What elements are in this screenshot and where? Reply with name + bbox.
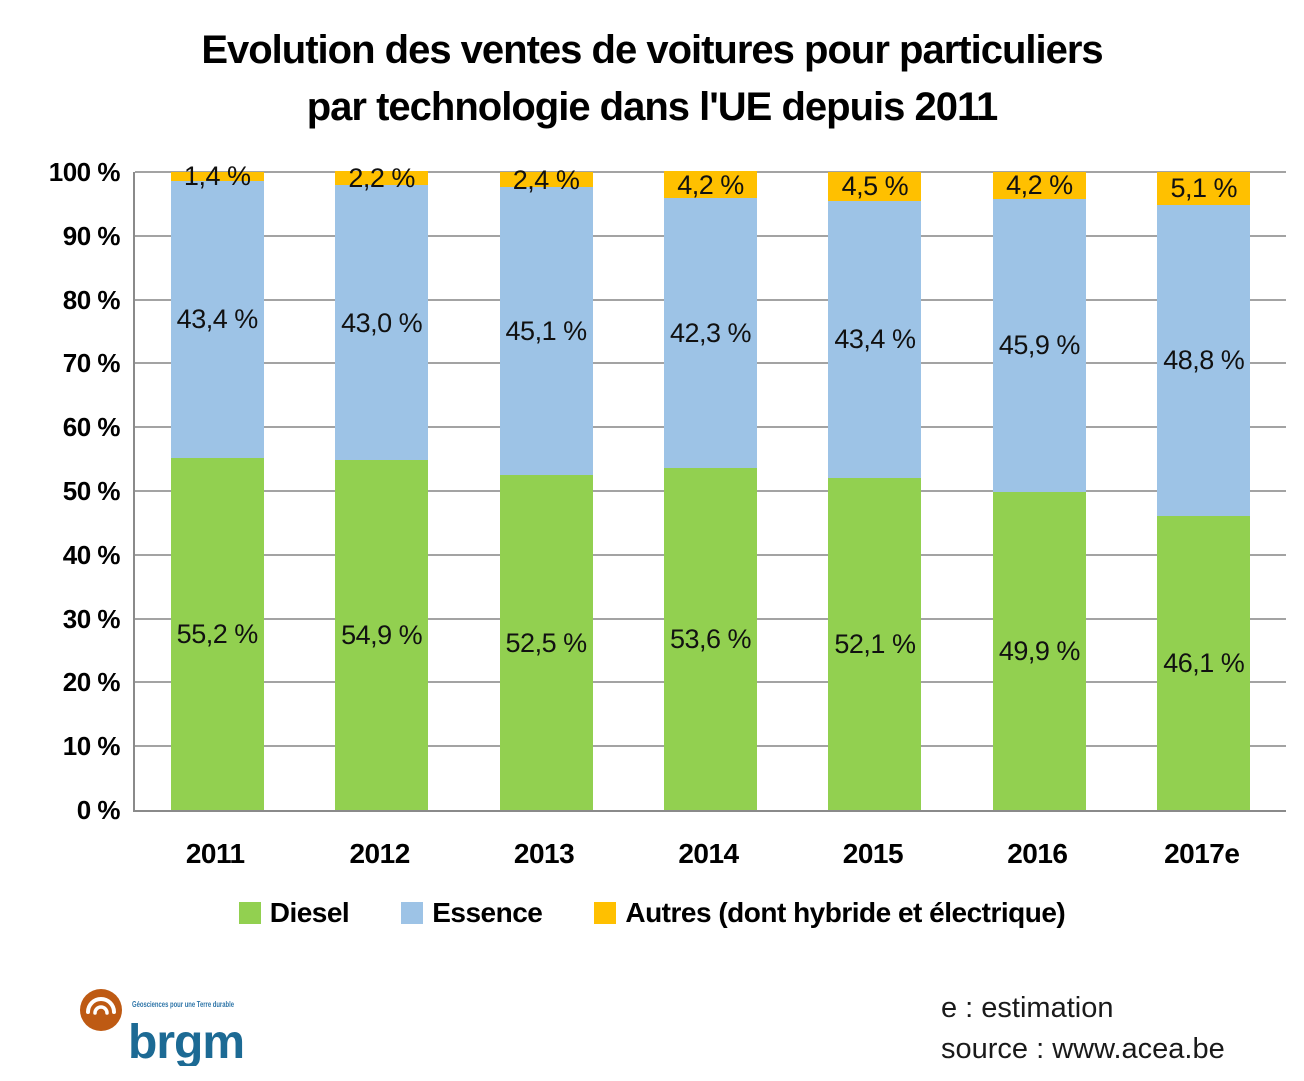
bar-2012: 54,9 % 43,0 % 2,2 %	[335, 163, 429, 810]
brgm-logo-tagline: Géosciences pour une Terre durable	[132, 1000, 234, 1009]
x-tick-label-2015: 2015	[842, 838, 904, 869]
y-tick-label: 100 %	[48, 157, 121, 187]
brgm-logo-text: brgm	[128, 1016, 244, 1066]
legend-label-essence: Essence	[432, 897, 543, 928]
bar-2013: 52,5 % 45,1 % 2,4 %	[499, 165, 593, 810]
segment-value-label-diesel-2015: 52,1 %	[834, 628, 916, 659]
x-axis: 2011 2012 2013 2014 2015 2016 2017e	[133, 834, 1284, 874]
y-tick-label: 50 %	[62, 476, 121, 506]
y-tick-label: 10 %	[62, 731, 121, 762]
segment-value-label-autres-2016: 4,2 %	[1006, 170, 1073, 201]
segment-value-label-autres-2013: 2,4 %	[512, 164, 580, 195]
bar-2016: 49,9 % 45,9 % 4,2 %	[992, 170, 1086, 810]
segment-value-label-essence-2015: 43,4 %	[834, 324, 916, 355]
segment-autres-2014	[664, 171, 757, 199]
segment-value-label-autres-2014: 4,2 %	[677, 169, 744, 200]
segment-autres-2017e	[1157, 172, 1251, 205]
y-tick-label: 80 %	[62, 284, 121, 315]
x-tick-label-2013: 2013	[513, 838, 575, 869]
segment-diesel-2016	[992, 491, 1086, 810]
segment-autres-2012	[335, 171, 429, 186]
legend-label-diesel: Diesel	[269, 897, 350, 928]
plot-area: 55,2 % 43,4 % 1,4 % 54,9 % 43,0 % 2,2 % 52,5 %…	[133, 161, 1286, 812]
segment-value-label-diesel-2011: 55,2 %	[176, 618, 259, 649]
brgm-logo-circle-icon	[80, 989, 122, 1031]
legend-item-autres: Autres (dont hybride et électrique)	[594, 897, 1066, 929]
brgm-logo: Géosciences pour une Terre durable brgm	[76, 984, 251, 1069]
segment-value-label-diesel-2012: 54,9 %	[341, 619, 423, 650]
segment-autres-2015	[828, 172, 922, 201]
y-tick-label: 20 %	[62, 667, 121, 698]
segment-value-label-diesel-2013: 52,5 %	[505, 627, 588, 658]
source-note: source : www.acea.be	[941, 1033, 1225, 1065]
estimation-note: e : estimation	[941, 992, 1114, 1024]
segment-value-label-essence-2013: 45,1 %	[505, 316, 588, 347]
x-tick-label-2016: 2016	[1007, 838, 1068, 869]
brgm-logo-arc-inner-icon	[93, 1005, 109, 1015]
x-tick-label-2012: 2012	[349, 838, 410, 869]
y-axis: 100 % 90 % 80 % 70 % 60 % 50 % 40 % 30 % 20 % 10 …	[0, 157, 121, 825]
legend-swatch-autres-icon	[594, 902, 617, 924]
segment-autres-2011	[170, 172, 264, 181]
chart-title-line2: par technologie dans l'UE depuis 2011	[306, 85, 999, 129]
segment-value-label-diesel-2014: 53,6 %	[669, 624, 752, 655]
segment-essence-2013	[499, 187, 593, 476]
y-tick-label: 30 %	[62, 603, 121, 634]
y-tick-label: 60 %	[62, 412, 121, 443]
y-tick-label: 90 %	[62, 220, 121, 251]
bar-2014: 53,6 % 42,3 % 4,2 %	[664, 170, 757, 810]
bar-2011: 55,2 % 43,4 % 1,4 %	[170, 161, 264, 810]
segment-value-label-essence-2017e: 48,8 %	[1163, 345, 1245, 376]
y-tick-label: 0 %	[76, 795, 121, 825]
segment-autres-2016	[992, 172, 1086, 199]
legend-item-diesel: Diesel	[238, 897, 350, 929]
x-tick-label-2011: 2011	[185, 838, 245, 869]
segment-essence-2014	[664, 198, 757, 469]
segment-value-label-diesel-2016: 49,9 %	[998, 635, 1081, 666]
chart-title: Evolution des ventes de voitures pour pa…	[0, 22, 1304, 136]
segment-essence-2016	[992, 198, 1086, 492]
x-tick-label-2014: 2014	[678, 838, 739, 869]
segment-essence-2015	[828, 200, 922, 478]
segment-diesel-2015	[828, 477, 922, 810]
legend-item-essence: Essence	[401, 897, 543, 929]
segment-diesel-2013	[499, 475, 593, 810]
segment-essence-2017e	[1157, 204, 1251, 516]
brgm-logo-graphic: Géosciences pour une Terre durable brgm	[80, 989, 245, 1069]
legend-swatch-essence-icon	[401, 902, 424, 924]
legend-swatch-diesel-icon	[238, 902, 261, 924]
segment-diesel-2014	[664, 468, 757, 810]
segment-value-label-diesel-2017e: 46,1 %	[1163, 647, 1245, 678]
segment-value-label-autres-2017e: 5,1 %	[1170, 173, 1238, 204]
bar-2015: 52,1 % 43,4 % 4,5 %	[828, 171, 922, 810]
bar-2017e: 46,1 % 48,8 % 5,1 %	[1157, 172, 1251, 810]
segment-diesel-2012	[335, 459, 429, 810]
segment-value-label-essence-2011: 43,4 %	[176, 304, 259, 335]
segment-value-label-autres-2012: 2,2 %	[348, 163, 415, 194]
legend: Diesel Essence Autres (dont hybride et éle…	[0, 897, 1304, 929]
x-tick-label-2017e: 2017e	[1164, 838, 1240, 869]
segment-value-label-autres-2015: 4,5 %	[841, 171, 909, 202]
brgm-logo-arc-outer-icon	[86, 997, 116, 1014]
footer-notes: e : estimation source : www.acea.be	[941, 988, 1225, 1070]
segment-value-label-autres-2011: 1,4 %	[183, 161, 251, 192]
y-tick-label: 70 %	[62, 348, 121, 379]
segment-autres-2013	[499, 172, 593, 188]
segment-value-label-essence-2016: 45,9 %	[998, 330, 1081, 361]
segment-essence-2011	[170, 180, 264, 458]
segment-value-label-essence-2014: 42,3 %	[669, 318, 752, 349]
segment-value-label-essence-2012: 43,0 %	[341, 307, 423, 338]
segment-diesel-2011	[170, 457, 264, 810]
segment-diesel-2017e	[1157, 515, 1251, 810]
segment-essence-2012	[335, 185, 429, 460]
legend-label-autres: Autres (dont hybride et électrique)	[625, 897, 1066, 928]
y-tick-label: 40 %	[62, 539, 121, 570]
chart-title-line1: Evolution des ventes de voitures pour pa…	[201, 28, 1103, 72]
